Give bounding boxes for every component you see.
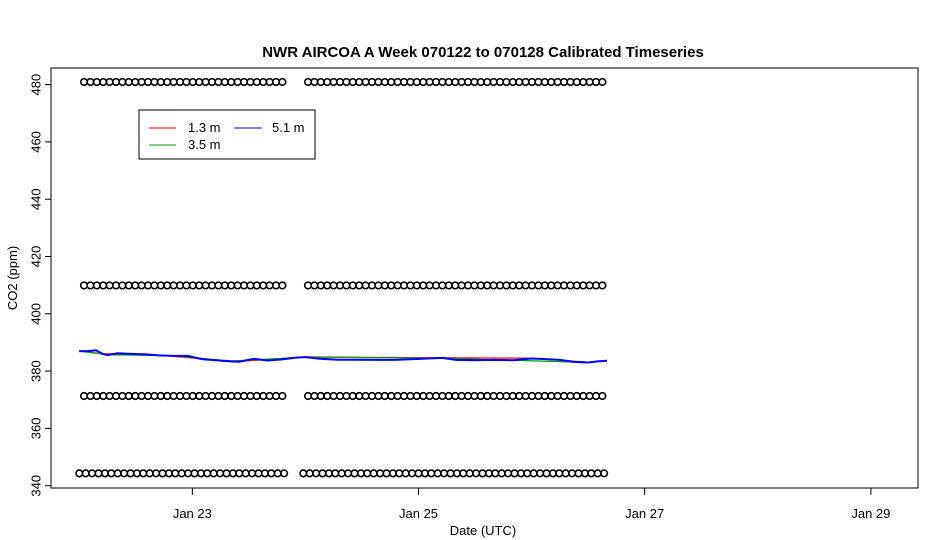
y-axis: 340 360 380 400 420 440 460 480 [29,74,51,497]
y-tick-label-380: 380 [29,360,44,382]
y-tick-label-480: 480 [29,74,44,96]
x-tick-label-1: Jan 25 [399,506,438,521]
x-tick-label-3: Jan 29 [851,506,890,521]
circles-480-marker [598,77,607,87]
plot-frame [50,67,919,489]
circles-480-marker [278,77,287,87]
circles-344-marker [599,469,609,478]
marker-rows [75,77,609,478]
circles-344-marker [280,469,289,478]
series-line-3-5-m [79,350,608,364]
legend: 1.3 m 3.5 m 5.1 m [138,109,316,160]
y-tick-label-420: 420 [29,246,44,268]
circles-371-marker [598,391,607,401]
circles-371-marker [278,391,287,401]
y-tick-label-400: 400 [29,303,44,325]
legend-label-1-3m: 1.3 m [188,120,221,135]
legend-box [138,109,316,160]
legend-label-3-5m: 3.5 m [188,137,221,152]
legend-label-5-1m: 5.1 m [272,120,305,135]
circles-410-marker [598,281,607,290]
y-tick-label-360: 360 [29,418,44,440]
series-line-5-1-m [79,349,608,364]
circles-410-marker [278,281,287,290]
y-tick-label-440: 440 [29,188,44,210]
y-tick-label-340: 340 [29,475,44,497]
x-axis: Jan 23 Jan 25 Jan 27 Jan 29 [173,488,890,521]
x-tick-label-2: Jan 27 [625,506,664,521]
series-lines [79,349,608,364]
chart-title: NWR AIRCOA A Week 070122 to 070128 Calib… [262,44,704,61]
x-axis-label: Date (UTC) [450,523,516,538]
y-tick-label-460: 460 [29,131,44,153]
x-tick-label-0: Jan 23 [173,506,212,521]
y-axis-label: CO2 (ppm) [5,246,20,310]
